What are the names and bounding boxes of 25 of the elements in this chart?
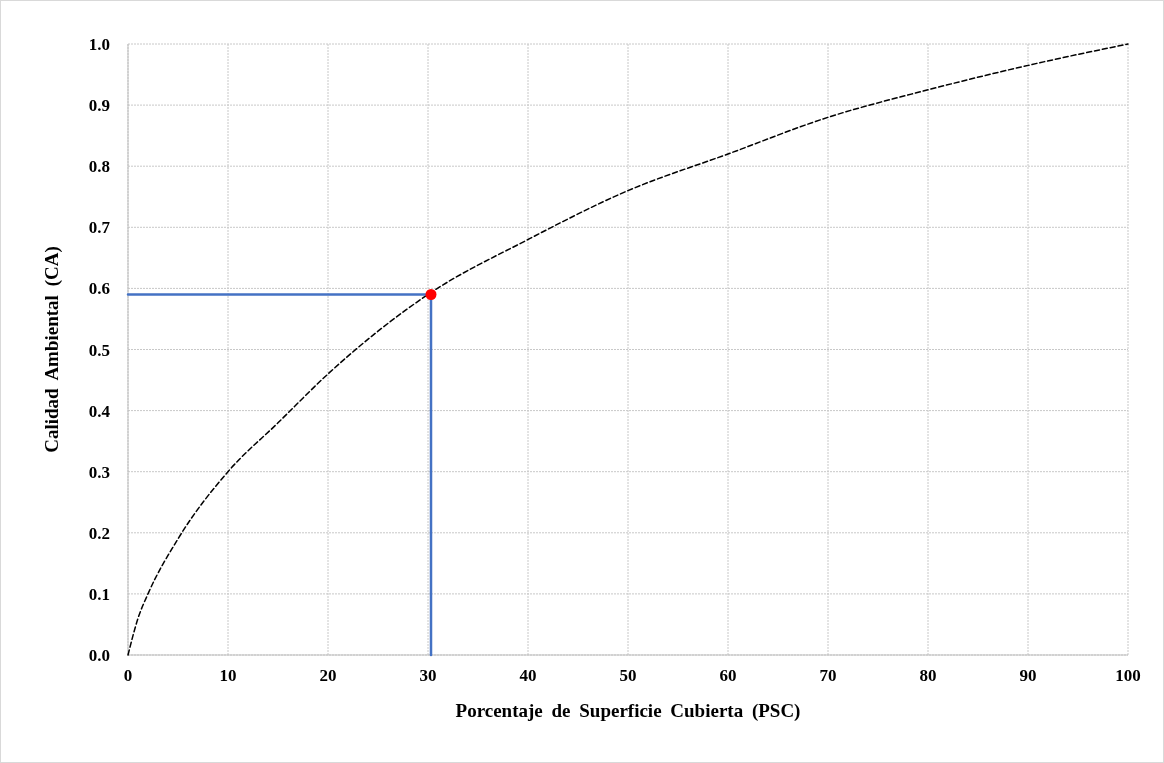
x-tick-label: 30 <box>419 666 437 685</box>
x-tick-label: 70 <box>819 666 837 685</box>
x-tick-label: 90 <box>1019 666 1037 685</box>
y-tick-label: 0.1 <box>88 584 110 604</box>
x-axis-title: Porcentaje de Superficie Cubierta (PSC) <box>455 700 801 722</box>
y-tick-label: 0.6 <box>88 279 110 299</box>
y-tick-label: 0.3 <box>88 462 110 482</box>
x-tick-label: 10 <box>219 666 237 685</box>
x-tick-label: 60 <box>719 666 737 685</box>
y-tick-label: 0.7 <box>88 218 111 238</box>
y-tick-label: 0.0 <box>88 646 110 665</box>
x-tick-label: 0 <box>123 666 133 685</box>
x-tick-label: 40 <box>519 666 537 685</box>
x-tick-label: 80 <box>919 666 937 685</box>
x-tick-label: 20 <box>319 666 337 685</box>
y-tick-label: 0.4 <box>88 401 111 421</box>
x-tick-label: 50 <box>619 666 637 685</box>
y-tick-label: 0.9 <box>88 96 110 116</box>
line-series <box>127 43 1129 656</box>
y-tick-label: 0.8 <box>88 157 110 177</box>
x-tick-label: 100 <box>1115 666 1141 685</box>
y-tick-label: 1.0 <box>88 35 110 54</box>
y-axis-title: Calidad Ambiental (CA) <box>41 246 63 453</box>
y-tick-label: 0.2 <box>88 523 110 543</box>
y-tick-label: 0.5 <box>88 340 110 360</box>
